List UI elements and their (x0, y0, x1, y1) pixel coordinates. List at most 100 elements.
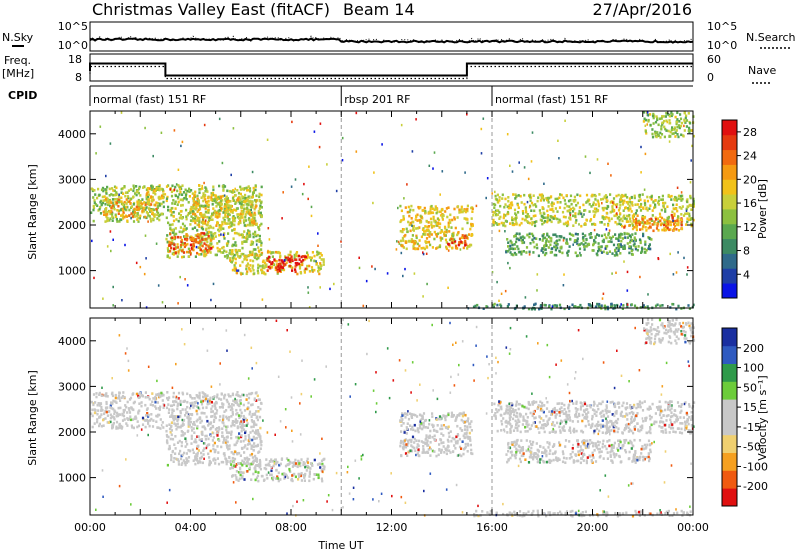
echo-cell (659, 223, 663, 227)
echo-cell (145, 414, 148, 417)
echo-cell (466, 428, 469, 432)
echo-cell (200, 215, 203, 218)
echo-cell (444, 210, 447, 213)
echo-cell (585, 238, 588, 241)
echo-cell (532, 251, 535, 254)
echo-cell (208, 459, 211, 463)
echo-cell (196, 223, 199, 227)
echo-cell (132, 220, 136, 223)
echo-cell (670, 194, 673, 198)
echo-cell (287, 253, 290, 257)
echo-cell (139, 214, 142, 218)
echo-cell (97, 409, 100, 412)
echo-cell (146, 200, 149, 203)
echo-cell (246, 461, 249, 464)
echo-cell (126, 411, 129, 414)
echo-cell (244, 213, 247, 216)
echo-cell (206, 196, 210, 199)
echo-cell (619, 243, 622, 246)
echo-cell (254, 233, 257, 236)
echo-cell (121, 203, 124, 206)
echo-cell (687, 129, 690, 132)
echo-cell (196, 234, 199, 238)
echo-cell (408, 223, 411, 227)
echo-cell (284, 464, 288, 468)
echo-cell (254, 413, 257, 416)
echo-cell (252, 248, 255, 251)
echo-cell (639, 205, 642, 209)
echo-cell (444, 234, 447, 237)
echo-cell (587, 198, 590, 202)
echo-cell (107, 203, 110, 207)
echo-cell (137, 198, 140, 202)
noise-cell (215, 211, 218, 214)
echo-cell (150, 413, 153, 416)
echo-cell (501, 197, 504, 200)
echo-cell (246, 207, 249, 211)
echo-cell (440, 441, 443, 445)
echo-cell (132, 408, 135, 412)
echo-cell (611, 252, 614, 255)
echo-cell (322, 464, 325, 468)
echo-cell (193, 440, 196, 444)
echo-cell (453, 216, 456, 219)
echo-cell (261, 265, 264, 268)
echo-cell (527, 307, 531, 311)
echo-cell (401, 412, 404, 415)
echo-cell (617, 209, 621, 212)
noise-cell (639, 275, 641, 279)
echo-cell (184, 437, 187, 440)
echo-cell (256, 394, 259, 398)
echo-cell (114, 200, 117, 204)
echo-cell (251, 444, 254, 448)
echo-cell (405, 247, 408, 251)
echo-cell (108, 219, 111, 222)
echo-cell (422, 447, 425, 451)
echo-cell (104, 406, 108, 410)
echo-cell (431, 246, 434, 249)
echo-cell (273, 462, 276, 465)
echo-cell (191, 197, 195, 200)
echo-cell (168, 240, 171, 244)
echo-cell (446, 215, 449, 219)
echo-cell (209, 449, 212, 453)
noise-cell (112, 238, 114, 241)
echo-cell (631, 233, 634, 236)
echo-cell (178, 452, 181, 456)
echo-cell (639, 220, 642, 224)
echo-cell (485, 305, 488, 308)
echo-cell (447, 413, 450, 417)
echo-cell (169, 249, 172, 253)
echo-cell (255, 239, 258, 243)
echo-cell (673, 214, 676, 217)
echo-cell (167, 411, 170, 414)
echo-cell (120, 200, 123, 203)
echo-cell (634, 232, 637, 235)
echo-cell (404, 416, 407, 419)
echo-cell (546, 220, 549, 224)
echo-cell (120, 187, 123, 191)
echo-cell (659, 215, 662, 218)
echo-cell (502, 224, 505, 227)
echo-cell (231, 456, 234, 460)
echo-cell (442, 445, 445, 448)
echo-cell (622, 216, 625, 219)
echo-cell (246, 270, 249, 274)
echo-cell (241, 210, 244, 214)
noise-cell (307, 291, 310, 294)
echo-cell (154, 192, 157, 196)
y-tick-label: 1000 (58, 265, 86, 278)
noise-cell (203, 123, 206, 127)
echo-cell (112, 407, 115, 411)
echo-cell (465, 217, 468, 221)
echo-cell (102, 189, 105, 193)
echo-cell (198, 394, 201, 397)
echo-cell (583, 209, 586, 212)
echo-cell (225, 415, 228, 419)
echo-cell (623, 232, 626, 236)
echo-cell (218, 197, 221, 200)
echo-cell (102, 199, 105, 202)
echo-cell (158, 188, 161, 192)
noise-cell (317, 244, 319, 247)
echo-cell (602, 197, 605, 201)
